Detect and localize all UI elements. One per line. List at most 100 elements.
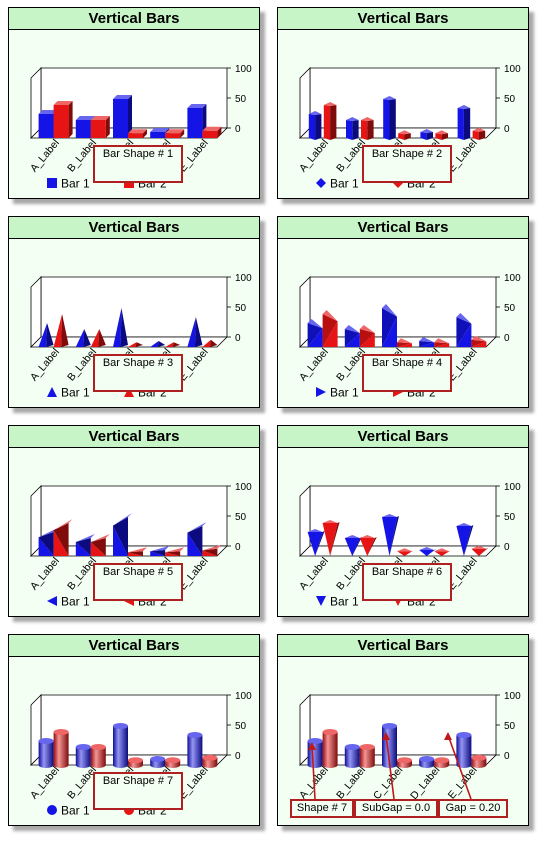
bar-A_Label-Bar2: [53, 519, 73, 556]
x-tick-label: D_Label: [408, 764, 442, 802]
bar-C_Label-Bar2: [398, 130, 411, 140]
bar-E_Label-Bar1: [187, 104, 207, 138]
y-tick-label: 50: [504, 303, 516, 314]
plot-side-wall: [299, 67, 311, 139]
bar-D_Label-Bar2: [434, 338, 450, 347]
plot-side-wall: [299, 485, 311, 557]
callout-arrowhead: [444, 732, 452, 740]
callout-label: SubGap = 0.0: [354, 799, 438, 818]
legend-label: Bar 1: [330, 386, 359, 400]
callout-arrow: [311, 744, 316, 800]
bar-E_Label-Bar1: [456, 313, 472, 347]
bar-B_Label-Bar2: [361, 117, 374, 140]
callout-arrow: [447, 734, 472, 800]
chart-title: Vertical Bars: [278, 217, 528, 239]
legend-label: Bar 1: [330, 177, 359, 191]
y-tick-label: 100: [235, 691, 252, 702]
bar-B_Label-Bar2: [90, 744, 106, 768]
bar-E_Label-Bar1: [187, 317, 203, 347]
chart-title: Vertical Bars: [9, 635, 259, 657]
x-tick-label: A_Label: [28, 764, 62, 801]
x-tick-label: A_Label: [28, 346, 62, 383]
x-tick-label: A_Label: [297, 555, 331, 592]
bar-B_Label-Bar2: [90, 116, 110, 138]
bar-D_Label-Bar1: [150, 546, 170, 556]
y-tick-label: 0: [235, 333, 241, 344]
bar-B_Label-Bar1: [75, 744, 91, 768]
bar-D_Label-Bar1: [150, 341, 166, 347]
bar-shape-annotation: Bar Shape # 2: [362, 145, 452, 183]
bar-shape-annotation: Bar Shape # 5: [93, 563, 183, 601]
y-tick-label: 100: [504, 273, 521, 284]
bar-D_Label-Bar1: [419, 756, 435, 768]
chart-panel: Vertical Bars050100A_LabelB_LabelC_Label…: [277, 216, 529, 408]
bar-A_Label-Bar1: [308, 111, 322, 140]
bar-D_Label-Bar2: [434, 757, 450, 768]
legend-marker: [316, 387, 326, 397]
bar-B_Label-Bar2: [359, 325, 375, 347]
y-tick-label: 50: [235, 512, 247, 523]
chart-panel: Vertical Bars050100A_LabelB_LabelC_Label…: [8, 634, 260, 826]
y-tick-label: 0: [504, 124, 510, 135]
x-tick-label: E_Label: [446, 764, 480, 801]
x-tick-label: A_Label: [297, 137, 331, 174]
y-tick-label: 50: [235, 303, 247, 314]
chart-panel: Vertical Bars050100A_LabelB_LabelC_Label…: [8, 216, 260, 408]
bar-A_Label-Bar2: [322, 729, 338, 768]
bar-D_Label-Bar1: [419, 547, 437, 556]
bar-A_Label-Bar1: [38, 528, 58, 556]
bar-A_Label-Bar1: [38, 738, 54, 768]
bar-C_Label-Bar1: [113, 95, 132, 138]
bar-B_Label-Bar1: [75, 329, 91, 347]
bar-B_Label-Bar1: [344, 744, 360, 768]
chart-title: Vertical Bars: [278, 635, 528, 657]
plot-back-wall: [40, 276, 228, 338]
y-tick-label: 100: [504, 691, 521, 702]
legend-label: Bar 1: [61, 595, 90, 609]
bar-A_Label-Bar1: [307, 319, 323, 347]
legend-label: Bar 1: [330, 595, 359, 609]
x-tick-label: A_Label: [28, 137, 62, 174]
bar-D_Label-Bar2: [434, 548, 452, 556]
bar-C_Label-Bar1: [113, 723, 128, 768]
y-tick-label: 0: [235, 751, 241, 762]
x-tick-label: A_Label: [297, 346, 331, 383]
y-tick-label: 0: [504, 751, 510, 762]
bar-E_Label-Bar2: [471, 754, 487, 768]
callout-label: Gap = 0.20: [438, 799, 508, 818]
legend-label: Bar 1: [61, 386, 90, 400]
legend-marker: [124, 387, 134, 397]
bar-E_Label-Bar2: [202, 339, 218, 347]
bar-E_Label-Bar2: [472, 127, 486, 140]
bar-C_Label-Bar1: [383, 96, 396, 140]
bar-C_Label-Bar2: [397, 338, 412, 347]
chart-title: Vertical Bars: [9, 8, 259, 30]
bar-shape-annotation: Bar Shape # 3: [93, 354, 183, 392]
bar-B_Label-Bar2: [90, 329, 106, 347]
legend-marker: [47, 596, 57, 606]
callout-arrowhead: [308, 742, 316, 750]
bar-B_Label-Bar1: [344, 535, 362, 556]
legend-marker: [47, 387, 57, 397]
chart-panel: Vertical Bars050100A_LabelB_LabelC_Label…: [8, 425, 260, 617]
bar-C_Label-Bar2: [128, 757, 143, 768]
chart-title: Vertical Bars: [278, 426, 528, 448]
bar-shape-annotation: Bar Shape # 1: [93, 145, 183, 183]
bar-chart-plot: 050100A_LabelB_LabelC_LabelD_LabelE_Labe…: [297, 482, 521, 609]
y-tick-label: 100: [504, 482, 521, 493]
bar-A_Label-Bar2: [53, 729, 69, 768]
chart-panel: Vertical Bars050100A_LabelB_LabelC_Label…: [277, 7, 529, 199]
y-tick-label: 50: [504, 512, 516, 523]
callout-label: Shape # 7: [290, 799, 354, 818]
bar-D_Label-Bar1: [419, 337, 435, 347]
bar-C_Label-Bar2: [397, 548, 414, 556]
legend-marker: [47, 805, 57, 815]
legend-marker: [124, 178, 134, 188]
y-tick-label: 0: [235, 124, 241, 135]
chart-title: Vertical Bars: [9, 426, 259, 448]
chart-panel: Vertical Bars050100A_LabelB_LabelC_Label…: [277, 425, 529, 617]
bar-C_Label-Bar1: [382, 304, 397, 347]
bar-A_Label-Bar2: [53, 314, 69, 347]
